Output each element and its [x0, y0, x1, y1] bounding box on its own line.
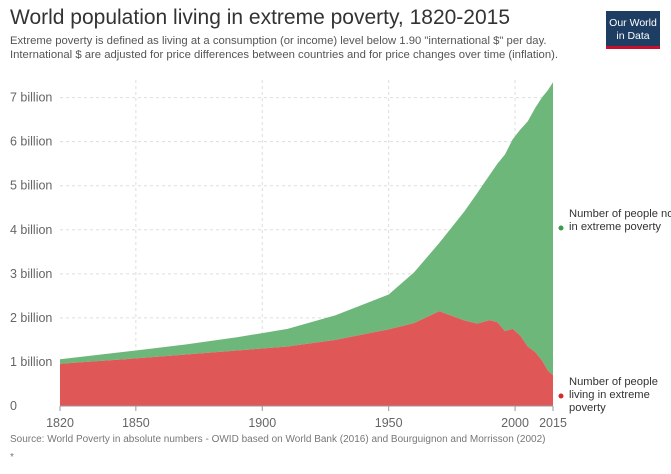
subtitle-line-2: International $ are adjusted for price d…	[10, 49, 558, 61]
y-tick-label: 7 billion	[10, 91, 52, 105]
footnote-marker: *	[10, 452, 14, 463]
legend-marker-poor	[558, 393, 564, 399]
logo-line-1: Our World	[609, 17, 657, 29]
y-tick-label: 3 billion	[10, 267, 52, 281]
x-tick-label: 2015	[539, 416, 567, 430]
y-tick-label: 4 billion	[10, 223, 52, 237]
y-axis-labels: 0 1 billion 2 billion 3 billion 4 billion 5 b…	[10, 91, 52, 413]
x-tick-label: 1850	[122, 416, 150, 430]
subtitle-line-1: Extreme poverty is defined as living at …	[10, 35, 547, 47]
area-not-in-extreme-poverty[interactable]	[60, 82, 553, 376]
source-note: Source: World Poverty in absolute number…	[10, 434, 546, 445]
area-living-in-extreme-poverty[interactable]	[60, 311, 553, 406]
legend-label-not-poor[interactable]: Number of people not in extreme poverty	[569, 208, 671, 233]
stacked-areas	[60, 82, 553, 406]
x-tick-label: 2000	[501, 416, 529, 430]
legend-marker-not-poor	[558, 225, 564, 231]
y-tick-label: 5 billion	[10, 179, 52, 193]
y-tick-label: 0	[10, 399, 17, 413]
chart-title: World population living in extreme pover…	[10, 6, 511, 29]
y-tick-label: 2 billion	[10, 311, 52, 325]
y-tick-label: 6 billion	[10, 135, 52, 149]
x-axis-labels: 1820 1850 1900 1950 2000 2015	[46, 416, 567, 430]
x-tick-label: 1950	[375, 416, 403, 430]
legend-markers	[558, 225, 564, 399]
x-tick-label: 1900	[248, 416, 276, 430]
owid-logo[interactable]: Our World in Data	[606, 11, 660, 49]
logo-line-2: in Data	[616, 30, 650, 42]
legend-label-poor[interactable]: Number of people living in extreme pover…	[569, 376, 658, 414]
y-tick-label: 1 billion	[10, 355, 52, 369]
chart-subtitle: Extreme poverty is defined as living at …	[10, 34, 600, 62]
x-tick-label: 1820	[46, 416, 74, 430]
